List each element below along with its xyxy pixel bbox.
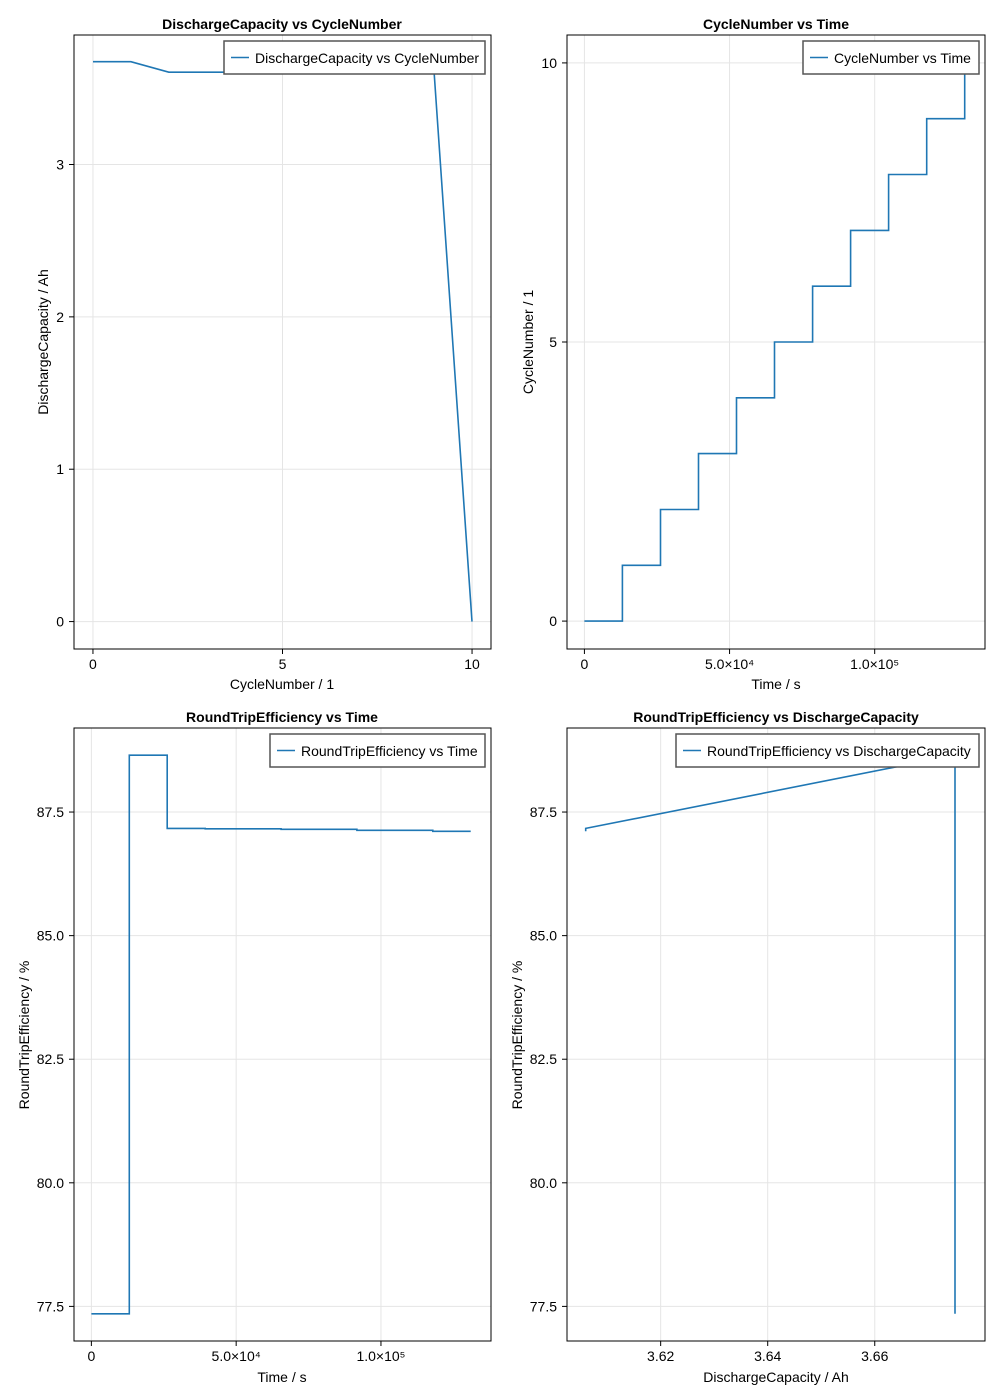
y-tick-label: 1 (56, 461, 64, 477)
x-axis-label: CycleNumber / 1 (230, 676, 334, 692)
y-tick-label: 82.5 (530, 1051, 557, 1067)
chart-title: RoundTripEfficiency vs Time (186, 709, 378, 725)
plot-frame (566, 727, 986, 1342)
y-tick-label: 0 (549, 613, 557, 629)
legend-box (223, 40, 486, 75)
y-tick-label: 85.0 (530, 928, 557, 944)
plot-area: 0 5.0×10⁴ 1.0×10⁵ 0 5 10 (541, 34, 986, 672)
y-tick-label: 0 (56, 614, 64, 630)
y-tick-label: 77.5 (37, 1298, 64, 1314)
y-tick-label: 80.0 (37, 1175, 64, 1191)
chart-title: CycleNumber vs Time (703, 16, 849, 32)
x-tick-label: 5 (279, 656, 287, 672)
x-tick-label: 1.0×10⁵ (356, 1348, 405, 1364)
plot-frame (73, 727, 492, 1342)
panel-round-trip-efficiency-vs-discharge-capacity: 3.62 3.64 3.66 77.5 80.0 82.5 85.0 87.5 RoundTr… (509, 709, 986, 1385)
x-axis-label: DischargeCapacity / Ah (703, 1369, 849, 1385)
legend-box (675, 733, 980, 768)
legend-label: DischargeCapacity vs CycleNumber (255, 50, 479, 66)
x-tick-label: 1.0×10⁵ (850, 656, 899, 672)
y-axis-label: RoundTripEfficiency / % (509, 961, 525, 1110)
y-axis-label: DischargeCapacity / Ah (35, 269, 51, 415)
y-tick-label: 80.0 (530, 1175, 557, 1191)
x-tick-label: 3.62 (647, 1348, 674, 1364)
y-tick-label: 87.5 (37, 804, 64, 820)
x-axis-label: Time / s (257, 1369, 306, 1385)
x-tick-label: 5.0×10⁴ (705, 656, 754, 672)
y-axis-label: RoundTripEfficiency / % (16, 961, 32, 1110)
x-tick-label: 0 (581, 656, 589, 672)
y-tick-label: 3 (56, 157, 64, 173)
chart-title: DischargeCapacity vs CycleNumber (162, 16, 402, 32)
chart-title: RoundTripEfficiency vs DischargeCapacity (633, 709, 919, 725)
panel-discharge-capacity-vs-cycle-number: 0 5 10 0 1 2 3 DischargeCapacity vs CycleNumbe… (35, 16, 492, 692)
x-tick-label: 5.0×10⁴ (212, 1348, 261, 1364)
x-axis-label: Time / s (751, 676, 800, 692)
y-tick-label: 87.5 (530, 804, 557, 820)
y-tick-label: 10 (541, 55, 557, 71)
x-tick-label: 3.66 (861, 1348, 888, 1364)
x-tick-label: 3.64 (754, 1348, 781, 1364)
y-axis-label: CycleNumber / 1 (520, 290, 536, 394)
y-tick-label: 5 (549, 334, 557, 350)
legend-box (269, 733, 486, 768)
x-tick-label: 0 (89, 656, 97, 672)
plot-area: 0 5 10 0 1 2 3 (56, 34, 492, 672)
legend-label: RoundTripEfficiency vs DischargeCapacity (707, 743, 971, 759)
series-line (91, 754, 471, 1315)
legend-label: RoundTripEfficiency vs Time (301, 743, 478, 759)
series-line (584, 754, 956, 1314)
y-tick-label: 77.5 (530, 1298, 557, 1314)
plot-area: 0 5.0×10⁴ 1.0×10⁵ 77.5 80.0 82.5 85.0 87.5 (37, 727, 492, 1364)
x-tick-label: 10 (464, 656, 480, 672)
legend-box (802, 40, 980, 75)
panel-round-trip-efficiency-vs-time: 0 5.0×10⁴ 1.0×10⁵ 77.5 80.0 82.5 85.0 87.5 Roun… (16, 709, 492, 1385)
y-tick-label: 85.0 (37, 928, 64, 944)
series-line (584, 62, 966, 622)
plot-area: 3.62 3.64 3.66 77.5 80.0 82.5 85.0 87.5 (530, 727, 986, 1364)
y-tick-label: 2 (56, 309, 64, 325)
legend-label: CycleNumber vs Time (834, 50, 971, 66)
y-tick-label: 82.5 (37, 1051, 64, 1067)
x-tick-label: 0 (87, 1348, 95, 1364)
